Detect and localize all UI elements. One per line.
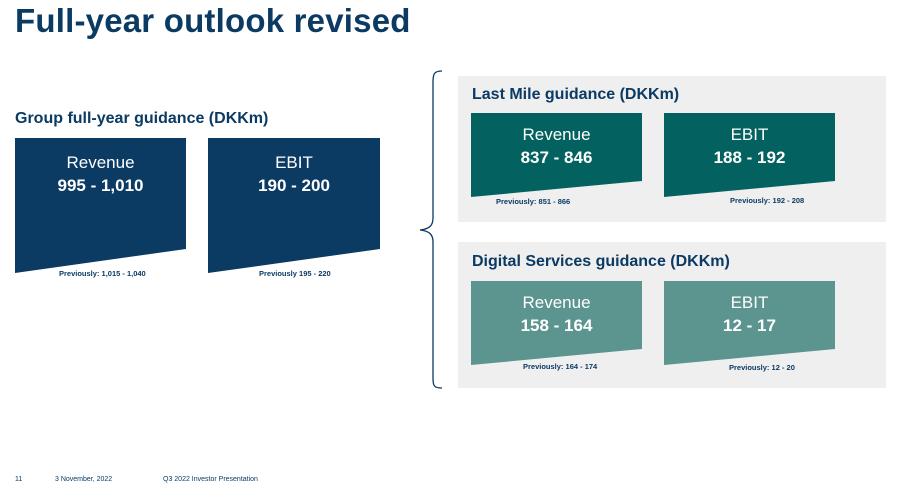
footer-page-number: 11 — [15, 476, 23, 483]
last-mile-revenue-value: 837 - 846 — [520, 148, 593, 167]
last-mile-revenue-card: Revenue 837 - 846 — [471, 113, 642, 197]
last-mile-ebit-card: EBIT 188 - 192 — [664, 113, 835, 197]
last-mile-ebit-previously: Previously: 192 - 208 — [730, 196, 805, 205]
footer-presentation: Q3 2022 Investor Presentation — [163, 476, 258, 483]
last-mile-heading: Last Mile guidance (DKKm) — [472, 86, 680, 103]
last-mile-ebit-shape — [664, 113, 835, 197]
group-ebit-value: 190 - 200 — [258, 176, 330, 195]
digital-services-ebit-value: 12 - 17 — [723, 316, 776, 335]
page-title: Full-year outlook revised — [15, 2, 411, 39]
group-revenue-label: Revenue — [66, 153, 135, 172]
footer-date: 3 November, 2022 — [55, 476, 113, 483]
group-ebit-label: EBIT — [275, 153, 313, 172]
digital-services-revenue-card: Revenue 158 - 164 — [471, 281, 642, 365]
group-guidance-heading: Group full-year guidance (DKKm) — [15, 110, 269, 127]
group-revenue-card: Revenue 995 - 1,010 — [15, 138, 186, 273]
brace-icon — [419, 70, 443, 389]
group-revenue-previously: Previously: 1,015 - 1,040 — [59, 269, 146, 278]
digital-services-revenue-value: 158 - 164 — [520, 316, 593, 335]
group-revenue-value: 995 - 1,010 — [57, 176, 144, 195]
group-revenue-shape — [15, 138, 186, 273]
digital-services-revenue-label: Revenue — [522, 293, 591, 312]
digital-services-heading: Digital Services guidance (DKKm) — [472, 253, 730, 270]
digital-services-ebit-card: EBIT 12 - 17 — [664, 281, 835, 365]
last-mile-ebit-value: 188 - 192 — [713, 148, 786, 167]
digital-services-ebit-previously: Previously: 12 - 20 — [729, 363, 795, 372]
digital-services-ebit-label: EBIT — [730, 293, 769, 312]
digital-services-revenue-previously: Previously: 164 - 174 — [523, 362, 598, 371]
last-mile-revenue-previously: Previously: 851 - 866 — [496, 197, 571, 206]
group-ebit-shape — [208, 138, 380, 273]
digital-services-ebit-shape — [664, 281, 835, 365]
group-ebit-previously: Previously 195 - 220 — [259, 269, 331, 278]
digital-services-revenue-shape — [471, 281, 642, 365]
group-ebit-card: EBIT 190 - 200 — [208, 138, 380, 273]
last-mile-revenue-label: Revenue — [522, 125, 591, 144]
last-mile-revenue-shape — [471, 113, 642, 197]
last-mile-ebit-label: EBIT — [730, 125, 769, 144]
